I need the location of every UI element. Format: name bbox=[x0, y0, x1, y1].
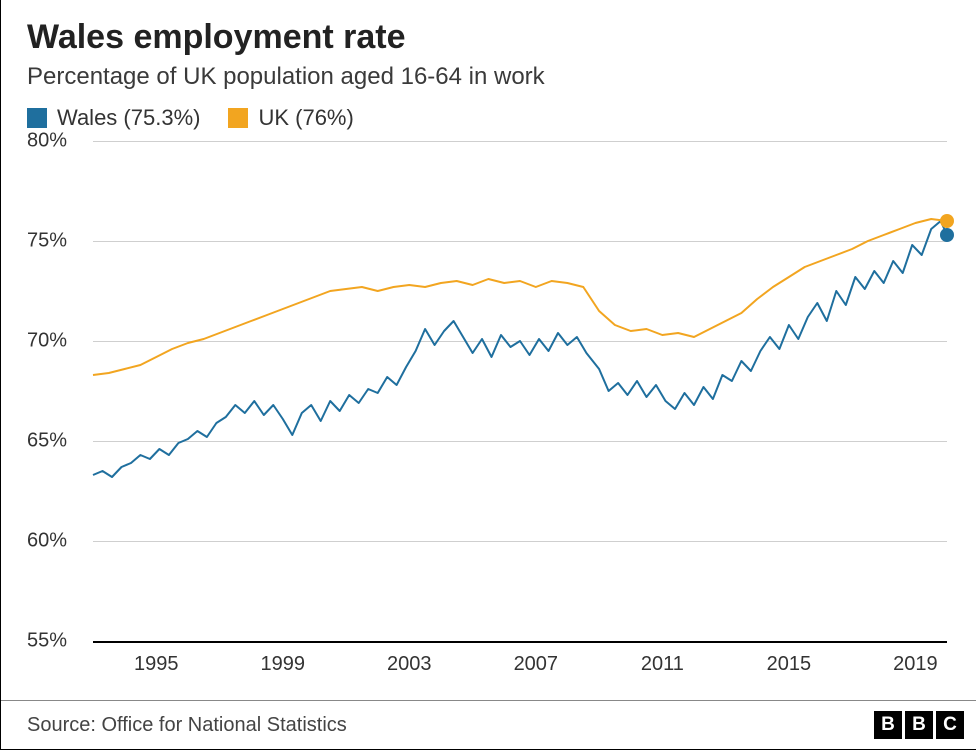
chart-subtitle: Percentage of UK population aged 16-64 i… bbox=[27, 63, 950, 91]
y-axis-tick: 65% bbox=[27, 430, 67, 453]
x-axis-tick: 2003 bbox=[387, 653, 432, 676]
plot-svg bbox=[93, 141, 947, 641]
legend-label: Wales (75.3%) bbox=[57, 105, 200, 131]
y-axis-tick: 75% bbox=[27, 230, 67, 253]
x-axis-tick: 2011 bbox=[641, 653, 684, 676]
legend-item-uk: UK (76%) bbox=[228, 105, 353, 131]
chart-area: 55%60%65%70%75%80%1995199920032007201120… bbox=[27, 141, 947, 671]
legend-swatch bbox=[228, 108, 248, 128]
bbc-logo-letter: B bbox=[905, 711, 933, 739]
series-end-marker-wales bbox=[940, 228, 954, 242]
series-end-marker-uk bbox=[940, 214, 954, 228]
x-axis-tick: 2019 bbox=[893, 653, 938, 676]
bbc-logo: B B C bbox=[874, 711, 964, 739]
legend: Wales (75.3%) UK (76%) bbox=[27, 105, 950, 131]
bbc-logo-letter: B bbox=[874, 711, 902, 739]
y-axis-tick: 60% bbox=[27, 530, 67, 553]
chart-title: Wales employment rate bbox=[27, 18, 950, 57]
bbc-logo-letter: C bbox=[936, 711, 964, 739]
series-line-uk bbox=[93, 219, 947, 375]
gridline bbox=[93, 641, 947, 643]
divider-line bbox=[1, 700, 976, 701]
y-axis-tick: 80% bbox=[27, 130, 67, 153]
legend-item-wales: Wales (75.3%) bbox=[27, 105, 200, 131]
series-line-wales bbox=[93, 221, 947, 477]
x-axis-tick: 1999 bbox=[261, 653, 306, 676]
y-axis-tick: 55% bbox=[27, 630, 67, 653]
x-axis-tick: 2007 bbox=[514, 653, 559, 676]
legend-label: UK (76%) bbox=[258, 105, 353, 131]
legend-swatch bbox=[27, 108, 47, 128]
y-axis-tick: 70% bbox=[27, 330, 67, 353]
x-axis-tick: 1995 bbox=[134, 653, 179, 676]
source-text: Source: Office for National Statistics bbox=[27, 714, 347, 737]
x-axis-tick: 2015 bbox=[767, 653, 812, 676]
